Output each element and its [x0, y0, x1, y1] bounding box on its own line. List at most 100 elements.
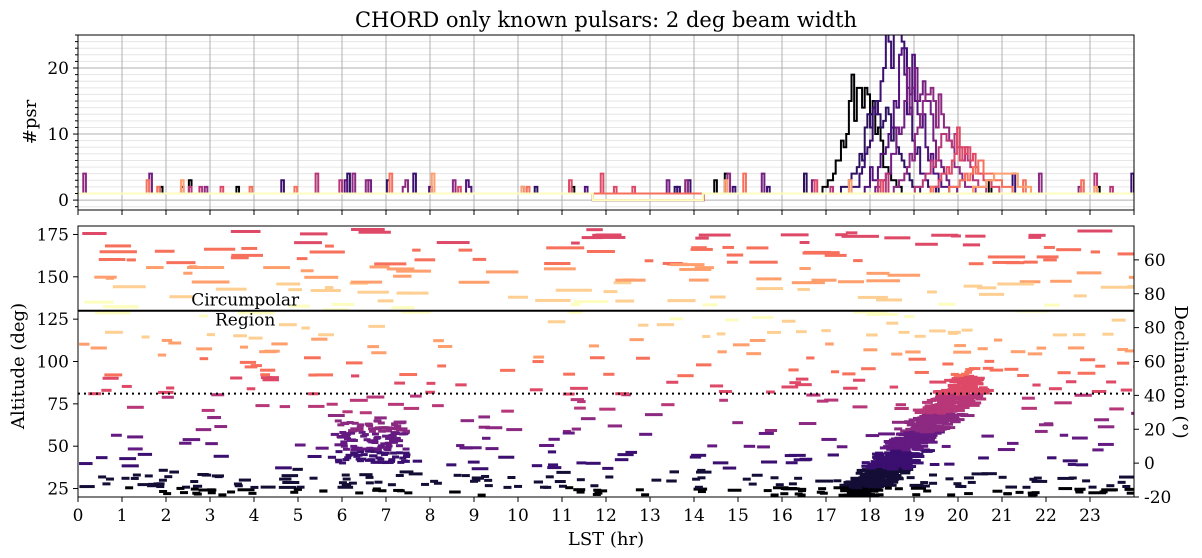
pulsar-track-segment — [350, 444, 358, 448]
pulsar-track-segment — [1057, 371, 1071, 375]
pulsar-track-segment — [922, 406, 932, 410]
pulsar-track-segment — [852, 482, 861, 486]
pulsar-track-segment — [1116, 361, 1130, 365]
pulsar-track-segment — [121, 476, 130, 480]
pulsar-track-segment — [315, 446, 329, 450]
pulsar-track-segment — [377, 421, 385, 425]
pulsar-track-segment — [912, 493, 921, 497]
pulsar-track-segment — [894, 427, 903, 431]
pulsar-track-segment — [894, 487, 903, 491]
pulsar-track-segment — [825, 342, 834, 346]
pulsar-track-segment — [385, 436, 393, 440]
pulsar-track-segment — [855, 471, 863, 475]
pulsar-track-segment — [368, 324, 385, 328]
pulsar-track-segment — [615, 392, 630, 396]
pulsar-track-segment — [366, 395, 385, 399]
pulsar-track-segment — [819, 491, 828, 495]
pulsar-track-segment — [234, 484, 243, 488]
pulsar-track-segment — [351, 452, 359, 456]
pulsar-track-segment — [307, 454, 322, 458]
pulsar-track-segment — [635, 488, 644, 492]
pulsar-track-segment — [903, 431, 916, 435]
pulsar-track-segment — [742, 477, 751, 481]
pulsar-track-segment — [900, 452, 911, 456]
pulsar-track-segment — [965, 234, 986, 238]
pulsar-track-segment — [945, 411, 954, 415]
pulsar-track-segment — [896, 437, 907, 441]
pulsar-track-segment — [875, 451, 884, 455]
pulsar-track-segment — [350, 438, 358, 442]
pulsar-track-segment — [576, 478, 585, 482]
pulsar-track-segment — [961, 372, 970, 376]
pulsar-track-segment — [941, 388, 949, 392]
pulsar-track-segment — [563, 372, 576, 376]
pulsar-track-segment — [967, 480, 976, 484]
pulsar-track-segment — [934, 416, 946, 420]
pulsar-track-segment — [1106, 484, 1115, 488]
y-tick-label: 25 — [47, 480, 69, 500]
pulsar-track-segment — [350, 374, 360, 378]
pulsar-track-segment — [191, 280, 230, 284]
pulsar-track-segment — [214, 475, 223, 479]
pulsar-track-segment — [399, 456, 407, 460]
pulsar-track-segment — [102, 376, 119, 380]
pulsar-track-segment — [197, 472, 209, 476]
pulsar-track-segment — [127, 447, 143, 451]
pulsar-track-segment — [358, 230, 391, 234]
pulsar-track-segment — [912, 423, 924, 427]
pulsar-track-segment — [964, 492, 973, 496]
pulsar-track-segment — [543, 485, 552, 489]
pulsar-track-segment — [732, 343, 750, 347]
pulsar-track-segment — [860, 493, 871, 497]
pulsar-track-segment — [695, 236, 709, 240]
pulsar-track-segment — [348, 481, 357, 485]
pulsar-track-segment — [384, 446, 392, 450]
pulsar-track-segment — [890, 449, 902, 453]
x-tick-label: 21 — [991, 506, 1013, 526]
pulsar-track-segment — [157, 353, 167, 357]
pulsar-track-segment — [732, 421, 744, 425]
pulsar-track-segment — [958, 485, 967, 489]
pulsar-track-segment — [1022, 485, 1031, 489]
pulsar-track-segment — [908, 357, 926, 361]
pulsar-track-segment — [833, 479, 842, 483]
pulsar-track-segment — [1067, 462, 1077, 466]
pulsar-track-segment — [915, 421, 928, 425]
pulsar-track-segment — [1068, 476, 1077, 480]
pulsar-track-segment — [748, 482, 757, 486]
pulsar-track-segment — [1075, 490, 1084, 494]
pulsar-track-segment — [692, 477, 701, 481]
pulsar-track-segment — [141, 335, 150, 339]
bottom-tick-labels: 0 1 2 3 4 5 6 7 8 9 10 11 12 13 14 15 16 17 18 19 20 21 22 2325… — [37, 225, 1172, 526]
pulsar-track-segment — [374, 480, 383, 484]
pulsar-track-segment — [1090, 250, 1101, 254]
pulsar-track-segment — [758, 431, 774, 435]
pulsar-track-segment — [914, 447, 924, 451]
pulsar-track-segment — [888, 438, 897, 442]
pulsar-track-segment — [964, 374, 975, 378]
pulsar-track-segment — [102, 482, 111, 486]
pulsar-track-segment — [570, 398, 585, 402]
pulsar-track-segment — [385, 444, 393, 448]
pulsar-track-segment — [296, 257, 308, 261]
pulsar-track-segment — [947, 388, 956, 392]
pulsar-track-segment — [894, 407, 909, 411]
pulsar-track-segment — [698, 233, 731, 237]
pulsar-track-segment — [570, 386, 588, 390]
pulsar-track-segment — [455, 383, 467, 387]
pulsar-track-segment — [373, 436, 381, 440]
pulsar-track-segment — [957, 381, 967, 385]
pulsar-track-segment — [230, 256, 249, 260]
pulsar-track-segment — [797, 287, 810, 291]
pulsar-track-segment — [546, 246, 585, 250]
pulsar-track-segment — [780, 492, 789, 496]
pulsar-track-segment — [915, 242, 938, 246]
pulsar-track-segment — [651, 478, 662, 482]
pulsar-track-segment — [501, 409, 514, 413]
right-y-tick-label: 60 — [1144, 251, 1166, 271]
pulsar-track-segment — [905, 350, 921, 354]
pulsar-track-segment — [853, 259, 863, 263]
pulsar-track-segment — [926, 398, 937, 402]
pulsar-track-segment — [904, 420, 915, 424]
pulsar-track-segment — [693, 487, 708, 491]
